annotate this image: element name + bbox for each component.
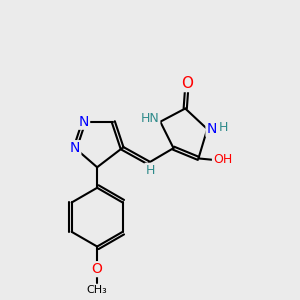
Text: N: N (206, 122, 217, 136)
Text: O: O (92, 262, 103, 276)
Text: N: N (79, 115, 89, 129)
Text: H: H (219, 121, 228, 134)
Text: CH₃: CH₃ (87, 285, 107, 295)
Text: N: N (70, 141, 80, 155)
Text: H: H (145, 164, 155, 177)
Text: OH: OH (213, 153, 232, 167)
Text: O: O (181, 76, 193, 91)
Text: HN: HN (141, 112, 159, 125)
